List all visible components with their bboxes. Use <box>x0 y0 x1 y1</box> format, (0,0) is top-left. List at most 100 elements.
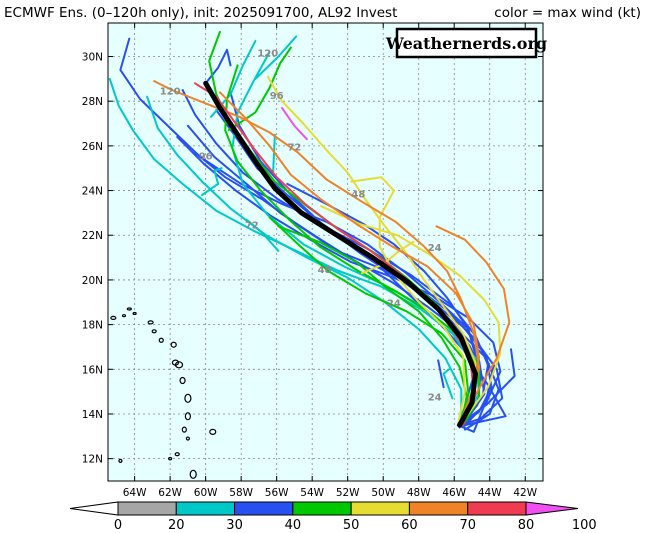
ensemble-track <box>146 95 463 424</box>
ensemble-track <box>437 359 445 389</box>
ensemble-track <box>119 37 479 429</box>
lat-tick-label: 28N <box>82 96 103 108</box>
island <box>118 458 123 463</box>
colorbar-segment <box>350 501 410 516</box>
island <box>174 361 184 369</box>
ensemble-track <box>245 218 280 252</box>
hour-label: 96 <box>199 151 213 162</box>
ensemble-track <box>460 348 516 424</box>
ensemble-mean-track <box>203 80 478 428</box>
hour-label: 48 <box>351 189 365 200</box>
ensemble-track <box>281 106 308 141</box>
lat-tick-label: 16N <box>82 364 103 376</box>
island <box>132 311 137 316</box>
colorbar-segment <box>234 501 294 516</box>
colorbar-label: 0 <box>114 518 122 533</box>
lon-tick-label: 60W <box>194 487 218 499</box>
hour-label: 96 <box>270 91 284 102</box>
legend-title: color = max wind (kt) <box>494 5 641 21</box>
hour-label: 120 <box>160 86 181 97</box>
island <box>181 426 187 433</box>
ensemble-track <box>176 135 502 429</box>
colorbar-segment <box>175 501 236 516</box>
lon-tick-label: 44W <box>478 487 502 499</box>
island <box>170 341 177 348</box>
island <box>126 307 132 311</box>
colorbar-label: 100 <box>572 518 597 533</box>
hour-label: 120 <box>257 49 278 60</box>
hour-label: 24 <box>387 299 401 310</box>
island <box>168 456 173 461</box>
lon-tick-label: 54W <box>300 487 324 499</box>
island <box>174 452 180 457</box>
lon-tick-label: 58W <box>229 487 253 499</box>
ensemble-track <box>286 182 486 427</box>
ensemble-track <box>186 124 500 431</box>
lon-tick-label: 50W <box>371 487 395 499</box>
ensemble-track <box>218 91 481 427</box>
ensemble-track <box>435 225 511 424</box>
lat-tick-label: 18N <box>82 320 103 332</box>
lon-tick-label: 42W <box>513 487 537 499</box>
ensemble-track <box>201 167 223 196</box>
island <box>179 376 186 385</box>
ensemble-track <box>442 368 454 400</box>
colorbar-segment <box>525 501 579 516</box>
lon-tick-label: 64W <box>123 487 147 499</box>
ensemble-track <box>268 216 470 427</box>
island <box>147 320 154 325</box>
forecast-hour-labels: 120 120 96 96 72 72 48 48 24 24 24 <box>160 49 442 404</box>
ensemble-track <box>272 133 276 174</box>
colorbar-segment <box>467 501 527 516</box>
grid-lines <box>108 23 543 481</box>
lat-tick-label: 24N <box>82 186 103 198</box>
island <box>110 315 117 321</box>
lon-tick-label: 48W <box>407 487 431 499</box>
lon-tick-label: 46W <box>442 487 466 499</box>
colorbar-label: 60 <box>401 518 418 533</box>
island <box>121 314 127 318</box>
map-frame <box>107 22 544 482</box>
colorbar: 0 20 30 40 50 60 70 80 100 <box>69 501 597 533</box>
island <box>151 329 157 334</box>
lon-tick-label: 56W <box>265 487 289 499</box>
lon-tick-label: 62W <box>158 487 182 499</box>
colorbar-segment <box>408 501 469 516</box>
lat-tick-label: 14N <box>82 409 103 421</box>
hour-label: 72 <box>245 221 259 232</box>
lat-tick-label: 30N <box>82 52 103 64</box>
lat-tick-label: 26N <box>82 141 103 153</box>
hour-label: 48 <box>318 265 332 276</box>
colorbar-label: 70 <box>459 518 476 533</box>
colorbar-label: 50 <box>343 518 360 533</box>
ensemble-track <box>266 75 477 427</box>
colorbar-label: 80 <box>518 518 535 533</box>
island <box>185 436 190 441</box>
ensemble-tracks <box>108 30 516 433</box>
colorbar-segment <box>117 501 177 516</box>
hour-label: 72 <box>287 142 301 153</box>
ensemble-track <box>360 240 415 275</box>
island <box>189 469 197 479</box>
brand-label: Weathernerds.org <box>385 34 547 53</box>
island <box>184 393 192 403</box>
island-outlines <box>110 307 217 479</box>
colorbar-label: 30 <box>226 518 243 533</box>
ensemble-track <box>254 35 298 80</box>
island <box>158 337 164 343</box>
hour-label: 24 <box>428 393 442 404</box>
island <box>209 428 217 435</box>
lat-tick-label: 20N <box>82 275 103 287</box>
lon-tick-label: 52W <box>336 487 360 499</box>
lat-tick-label: 22N <box>82 230 103 242</box>
lat-tick-label: 12N <box>82 454 103 466</box>
colorbar-segment <box>292 501 352 516</box>
island <box>184 412 191 421</box>
hour-label: 24 <box>428 243 442 254</box>
colorbar-segment <box>69 501 119 516</box>
chart-title: ECMWF Ens. (0–120h only), init: 20250917… <box>4 5 397 21</box>
colorbar-label: 40 <box>285 518 302 533</box>
colorbar-label: 20 <box>168 518 185 533</box>
mean-track-line <box>203 80 478 428</box>
